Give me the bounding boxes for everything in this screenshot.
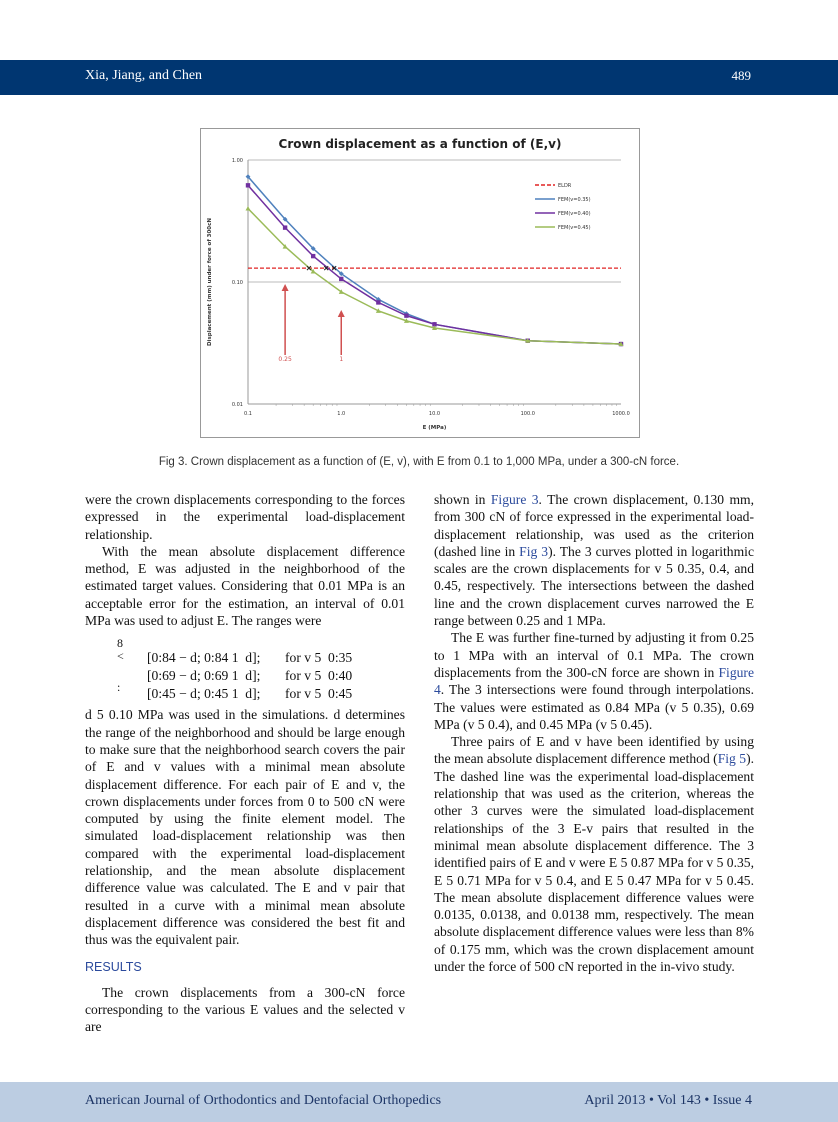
text-run: shown in bbox=[434, 492, 491, 507]
data-point bbox=[375, 308, 381, 313]
paragraph: The E was further fine-turned by adjusti… bbox=[434, 629, 754, 733]
y-axis-label: Displacement (mm) under force of 300cN bbox=[207, 218, 213, 346]
figure-link[interactable]: Figure 4 bbox=[434, 664, 754, 698]
chart-svg: Crown displacement as a function of (E,v… bbox=[207, 137, 630, 431]
figure-link[interactable]: Fig 3 bbox=[519, 543, 549, 559]
equation-row: [0:69 − d; 0:69 1 d]; for v 5 0:40 bbox=[147, 667, 352, 684]
paragraph: were the crown displacements correspondi… bbox=[85, 492, 405, 542]
paragraph: Three pairs of E and v have been identif… bbox=[434, 733, 754, 975]
data-point bbox=[432, 322, 437, 327]
data-point bbox=[282, 244, 288, 249]
paragraph: The crown displacements from a 300-cN fo… bbox=[85, 984, 405, 1035]
y-tick-label: 0.10 bbox=[232, 280, 243, 286]
text-run: ). The 3 curves plotted in logarithmic s… bbox=[434, 543, 754, 629]
section-heading-results: RESULTS bbox=[85, 959, 142, 974]
running-footer: American Journal of Orthodontics and Den… bbox=[0, 1082, 838, 1122]
x-tick-label: 1.0 bbox=[337, 411, 345, 417]
figure-3-chart: Crown displacement as a function of (E,v… bbox=[200, 128, 640, 438]
issue-info: April 2013 • Vol 143 • Issue 4 bbox=[584, 1093, 752, 1108]
text-run: . The 3 intersections were found through… bbox=[434, 682, 754, 732]
equation-range: [0:45 − d; 0:45 1 d]; bbox=[147, 686, 261, 702]
equation-condition: for v 5 0:35 bbox=[285, 650, 353, 666]
legend-label: FEM(v=0.45) bbox=[558, 225, 591, 231]
journal-name: American Journal of Orthodontics and Den… bbox=[85, 1093, 442, 1108]
equation: 8 < : [0:84 − d; 0:84 1 d]; for v 5 0:35 … bbox=[85, 636, 405, 702]
data-point bbox=[403, 318, 409, 323]
data-point bbox=[338, 289, 344, 294]
intersection-marker bbox=[306, 265, 312, 271]
page-number: 489 bbox=[731, 68, 752, 83]
left-column: were the crown displacements correspondi… bbox=[85, 491, 405, 1036]
chart-title: Crown displacement as a function of (E,v… bbox=[279, 137, 562, 151]
legend-label: ELDR bbox=[558, 183, 572, 189]
intersection-marker bbox=[323, 265, 329, 271]
figure-caption: Fig 3. Crown displacement as a function … bbox=[158, 456, 680, 468]
annotation-arrowhead bbox=[337, 310, 345, 317]
x-tick-label: 1000.0 bbox=[612, 411, 630, 417]
data-point bbox=[245, 205, 251, 211]
x-tick-label: 100.0 bbox=[521, 411, 535, 417]
equation-row: [0:84 − d; 0:84 1 d]; for v 5 0:35 bbox=[147, 649, 352, 666]
y-tick-label: 1.00 bbox=[232, 158, 243, 164]
header-authors: Xia, Jiang, and Chen bbox=[85, 68, 203, 83]
text-run: The E was further fine-turned by adjusti… bbox=[434, 630, 754, 680]
annotation-label: 0.25 bbox=[278, 356, 292, 363]
data-point bbox=[245, 183, 251, 188]
legend-label: FEM(v=0.35) bbox=[558, 197, 591, 203]
data-point bbox=[310, 253, 316, 259]
equation-brace-bot: : bbox=[117, 680, 121, 695]
equation-condition: for v 5 0:40 bbox=[285, 668, 353, 684]
equation-row: [0:45 − d; 0:45 1 d]; for v 5 0:45 bbox=[147, 685, 352, 702]
figure-link[interactable]: Fig 5 bbox=[717, 751, 747, 767]
right-column: shown in Figure 3. The crown displacemen… bbox=[434, 491, 754, 975]
series-line bbox=[247, 184, 622, 345]
text-run: . The crown displacement, 0.130 mm, from… bbox=[434, 492, 755, 559]
running-header: Xia, Jiang, and Chen 489 bbox=[0, 60, 838, 95]
paragraph: d 5 0.10 MPa was used in the simulations… bbox=[85, 707, 405, 948]
equation-range: [0:84 − d; 0:84 1 d]; bbox=[147, 650, 261, 666]
data-point bbox=[525, 338, 531, 343]
data-point bbox=[404, 313, 409, 318]
equation-condition: for v 5 0:45 bbox=[285, 686, 353, 702]
paragraph: shown in Figure 3. The crown displacemen… bbox=[434, 491, 754, 629]
annotation-label: 1 bbox=[339, 356, 343, 363]
data-point bbox=[310, 268, 316, 274]
data-point bbox=[339, 276, 344, 282]
text-run: Three pairs of E and v have been identif… bbox=[434, 734, 754, 767]
legend-label: FEM(v=0.40) bbox=[558, 211, 591, 217]
intersection-marker bbox=[331, 265, 337, 271]
data-point bbox=[282, 225, 288, 230]
equation-brace-mid: < bbox=[117, 649, 124, 664]
data-point bbox=[432, 325, 437, 330]
annotation-arrowhead bbox=[281, 284, 289, 291]
x-tick-label: 0.1 bbox=[244, 411, 252, 417]
paragraph: With the mean absolute displacement diff… bbox=[85, 543, 405, 629]
equation-brace-top: 8 bbox=[117, 636, 123, 651]
y-tick-label: 0.01 bbox=[232, 402, 243, 408]
x-axis-label: E (MPa) bbox=[423, 425, 447, 431]
x-tick-label: 10.0 bbox=[429, 411, 440, 417]
equation-range: [0:69 − d; 0:69 1 d]; bbox=[147, 668, 261, 684]
text-run: ). The dashed line was the experimental … bbox=[434, 751, 754, 975]
data-point bbox=[618, 341, 624, 347]
figure-link[interactable]: Figure 3 bbox=[490, 492, 539, 507]
data-point bbox=[376, 300, 381, 305]
